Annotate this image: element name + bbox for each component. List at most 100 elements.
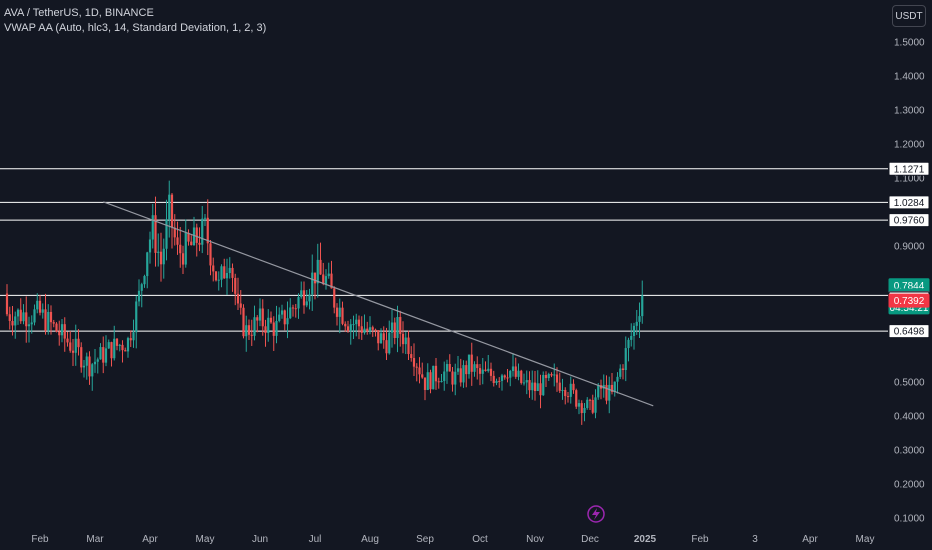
candle-body: [341, 307, 344, 324]
candle-body: [561, 389, 564, 391]
x-tick-label: Apr: [142, 534, 158, 545]
candle-body: [390, 322, 394, 333]
candle-body: [462, 365, 465, 383]
candle-body: [308, 294, 311, 302]
candle-body: [33, 309, 36, 323]
candle-body: [511, 366, 515, 371]
candle-body: [91, 364, 94, 377]
candle-body: [140, 284, 143, 291]
candle-body: [437, 381, 440, 383]
candle-body: [333, 288, 336, 308]
candle-body: [404, 337, 407, 345]
candle-body: [181, 253, 185, 265]
candle-body: [366, 328, 369, 332]
candle-body: [148, 239, 152, 253]
candle-body: [47, 311, 50, 331]
candle-body: [264, 326, 267, 334]
candle-body: [99, 347, 102, 360]
candle-body: [118, 344, 121, 346]
candle-body: [201, 218, 204, 245]
candle-body: [294, 308, 297, 310]
candle-body: [58, 331, 61, 336]
candle-body: [121, 344, 124, 351]
candle-body: [305, 301, 308, 306]
y-tick-label: 1.2000: [894, 140, 925, 151]
x-tick-label: May: [196, 534, 215, 545]
candle-body: [344, 323, 347, 327]
candle-body: [11, 320, 14, 326]
candle-body: [203, 217, 207, 219]
candle-body: [63, 324, 66, 339]
candle-body: [415, 366, 418, 368]
svg-text:0.9760: 0.9760: [894, 216, 925, 227]
candle-body: [162, 248, 165, 265]
svg-text:0.7844: 0.7844: [894, 281, 925, 292]
candle-body: [302, 290, 306, 306]
x-tick-label: Feb: [31, 534, 49, 545]
candle-body: [269, 317, 273, 323]
candle-body: [465, 365, 468, 375]
candle-body: [129, 338, 132, 341]
candle-body: [385, 340, 388, 354]
candle-body: [137, 290, 141, 302]
candle-body: [217, 279, 220, 281]
candle-body: [630, 335, 633, 340]
candle-body: [41, 309, 44, 313]
candle-body: [16, 309, 20, 317]
candle-body: [52, 322, 55, 324]
candle-body: [250, 334, 253, 336]
candle-body: [432, 365, 435, 390]
candle-body: [553, 374, 556, 376]
currency-button[interactable]: USDT: [892, 5, 926, 27]
candle-body: [357, 319, 361, 327]
candle-body: [396, 316, 399, 339]
candle-body: [484, 369, 487, 372]
trend-line[interactable]: [103, 201, 654, 407]
candle-body: [531, 382, 534, 391]
y-tick-label: 1.4000: [894, 72, 925, 83]
x-tick-label: Aug: [361, 534, 379, 545]
candle-body: [110, 342, 113, 359]
candle-body: [481, 369, 484, 374]
candle-body: [495, 380, 498, 384]
candle-body: [520, 370, 523, 383]
candle-body: [514, 366, 517, 377]
price-label: 1.0284: [888, 195, 930, 210]
candle-body: [517, 370, 520, 377]
candle-body: [418, 367, 421, 375]
candle-body: [371, 327, 374, 330]
candle-body: [379, 333, 383, 344]
candle-body: [275, 320, 278, 336]
candle-body: [605, 384, 608, 401]
candle-body: [352, 324, 355, 326]
y-tick-label: 0.1000: [894, 514, 925, 525]
lightning-icon[interactable]: [587, 505, 605, 523]
trendline: [103, 201, 654, 407]
event-marker[interactable]: [587, 505, 605, 523]
candle-body: [522, 382, 526, 384]
candle-body: [583, 407, 586, 414]
candle-body: [236, 293, 240, 304]
candle-body: [577, 403, 581, 407]
candle-body: [135, 301, 138, 333]
candle-body: [212, 265, 215, 272]
candle-body: [459, 368, 462, 383]
candle-body: [487, 368, 490, 372]
candle-body: [412, 358, 416, 367]
candle-body: [93, 361, 97, 365]
candle-body: [253, 317, 256, 336]
candle-body: [206, 217, 209, 244]
candle-body: [588, 399, 592, 401]
candle-body: [525, 380, 528, 383]
candle-body: [542, 375, 545, 396]
candle-body: [489, 368, 493, 376]
candle-body: [363, 328, 366, 333]
candle-body: [401, 333, 405, 345]
indicator-legend[interactable]: VWAP AA (Auto, hlc3, 14, Standard Deviat…: [4, 22, 267, 34]
candle-body: [555, 374, 559, 383]
candle-body: [338, 307, 341, 317]
candle-body: [77, 338, 80, 348]
y-tick-label: 1.1000: [894, 174, 925, 185]
candle-body: [355, 319, 358, 325]
